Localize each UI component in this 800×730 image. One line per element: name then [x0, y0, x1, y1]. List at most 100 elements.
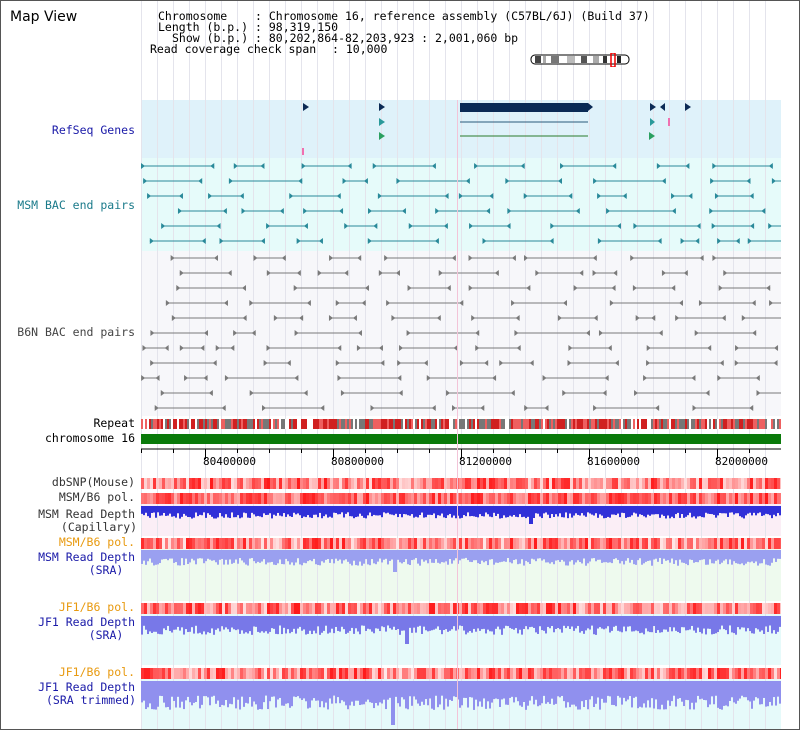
depth-bar: [211, 550, 213, 561]
repeat-segment: [309, 419, 311, 429]
depth-bar: [475, 506, 477, 517]
heat-cell: [681, 493, 684, 504]
chromosome-ideogram[interactable]: [529, 53, 631, 67]
heat-cell: [726, 493, 729, 504]
heat-cell: [696, 478, 699, 489]
heat-cell: [483, 493, 486, 504]
repeat-track[interactable]: [141, 419, 781, 429]
depth-bar: [635, 550, 637, 565]
jf1-b6-pol-2-label[interactable]: JF1/B6 pol.: [58, 665, 135, 679]
heat-cell: [381, 493, 384, 504]
heat-cell: [552, 603, 555, 614]
repeat-segment: [709, 419, 711, 429]
heat-cell: [621, 493, 624, 504]
depth-bar: [369, 550, 371, 566]
jf1-b6-pol-2-heat-track[interactable]: [141, 668, 781, 679]
msm-depth-capillary-label[interactable]: MSM Read Depth: [38, 507, 135, 521]
chromosome-bar[interactable]: [141, 434, 781, 444]
jf1-depth-trim-track[interactable]: [141, 681, 781, 727]
heat-cell: [564, 668, 567, 679]
depth-bar: [367, 506, 369, 516]
heat-cell: [357, 538, 360, 549]
depth-bar: [567, 681, 569, 703]
bac-end-pair: [734, 360, 778, 366]
heat-cell: [684, 493, 687, 504]
heat-cell: [195, 478, 198, 489]
heat-cell: [483, 603, 486, 614]
depth-bar: [197, 681, 199, 696]
msm-b6-pol-heat-track[interactable]: [141, 493, 781, 504]
jf1-b6-pol-label[interactable]: JF1/B6 pol.: [58, 600, 135, 614]
jf1-b6-pol-heat-track[interactable]: [141, 603, 781, 614]
repeat-segment: [221, 419, 223, 429]
repeat-segment: [757, 419, 759, 429]
depth-bar: [663, 616, 665, 630]
depth-bar: [627, 506, 629, 518]
msm-bac-label[interactable]: MSM BAC end pairs: [17, 198, 135, 212]
depth-bar: [579, 681, 581, 710]
bac-end-pair: [263, 360, 291, 366]
depth-bar: [293, 506, 295, 513]
depth-bar: [455, 681, 457, 698]
depth-bar: [511, 550, 513, 564]
b6n-bac-label[interactable]: B6N BAC end pairs: [17, 325, 135, 339]
dbsnp-label[interactable]: dbSNP(Mouse): [51, 475, 135, 489]
dbsnp-heat-track[interactable]: [141, 478, 781, 489]
depth-bar: [669, 506, 671, 519]
depth-bar: [697, 616, 699, 628]
depth-bar: [543, 681, 545, 696]
msm-bac-track[interactable]: [141, 158, 781, 251]
repeat-segment: [679, 419, 681, 429]
b6n-bac-track[interactable]: [141, 251, 781, 416]
depth-bar: [631, 681, 633, 708]
depth-bar: [631, 550, 633, 560]
refseq-genes-label[interactable]: RefSeq Genes: [51, 123, 135, 137]
bac-end-pair: [408, 223, 448, 229]
heat-cell: [327, 603, 330, 614]
msm-depth-capillary-track[interactable]: [141, 506, 781, 526]
depth-bar: [721, 506, 723, 514]
depth-bar: [723, 681, 725, 706]
depth-bar: [657, 550, 659, 562]
heat-cell: [261, 493, 264, 504]
heat-cell: [633, 603, 636, 614]
heat-cell: [570, 493, 573, 504]
heat-cell: [258, 478, 261, 489]
heat-cell: [465, 668, 468, 679]
heat-cell: [291, 538, 294, 549]
heat-cell: [612, 478, 615, 489]
info-span-value: : 10,000: [332, 42, 388, 56]
heat-cell: [735, 538, 738, 549]
bac-end-pair: [386, 300, 464, 306]
heat-cell: [579, 478, 582, 489]
depth-bar: [211, 616, 213, 629]
refseq-genes-track[interactable]: [141, 100, 781, 158]
heat-cell: [732, 478, 735, 489]
msm-b6-pol-label[interactable]: MSM/B6 pol.: [58, 490, 135, 504]
depth-bar: [355, 681, 357, 701]
jf1-depth-trim-label[interactable]: JF1 Read Depth: [38, 680, 135, 694]
heat-cell: [309, 668, 312, 679]
heat-cell: [693, 538, 696, 549]
depth-bar: [769, 681, 771, 702]
msm-b6-pol-2-label[interactable]: MSM/B6 pol.: [58, 535, 135, 549]
heat-cell: [264, 668, 267, 679]
heat-cell: [759, 493, 762, 504]
depth-bar: [513, 681, 515, 703]
depth-bar: [241, 550, 243, 561]
msm-b6-pol-2-heat-track[interactable]: [141, 538, 781, 549]
heat-cell: [369, 478, 372, 489]
bac-end-pair: [709, 208, 766, 214]
jf1-depth-sra-track[interactable]: [141, 616, 781, 646]
heat-cell: [426, 538, 429, 549]
heat-cell: [348, 478, 351, 489]
heat-cell: [546, 668, 549, 679]
depth-bar: [695, 681, 697, 703]
msm-depth-sra-track[interactable]: [141, 550, 781, 575]
msm-depth-sra-label[interactable]: MSM Read Depth: [38, 550, 135, 564]
jf1-depth-sra-label[interactable]: JF1 Read Depth: [38, 615, 135, 629]
depth-bar: [751, 681, 753, 709]
depth-bar: [249, 681, 251, 698]
depth-bar: [731, 681, 733, 698]
depth-bar: [339, 550, 341, 560]
